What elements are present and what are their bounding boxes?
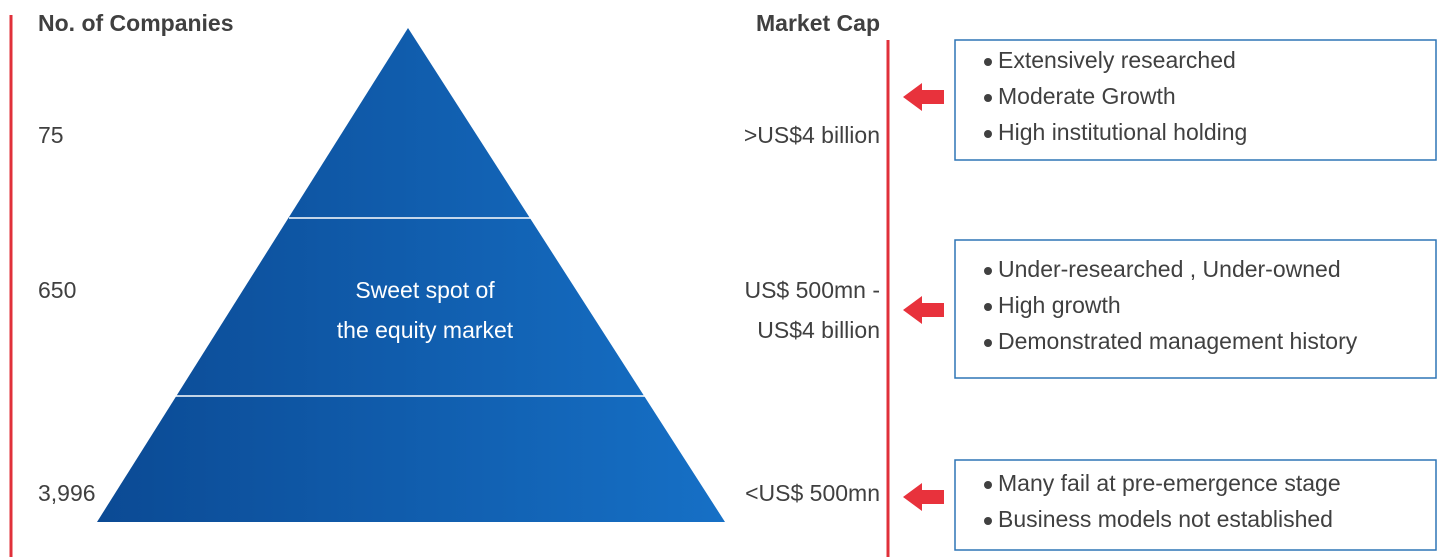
company-count: 3,996 [38, 480, 96, 506]
bullet-text: Extensively researched [998, 47, 1236, 73]
market-cap: <US$ 500mn [745, 480, 880, 506]
bullet-dot [984, 58, 992, 66]
description-box [954, 39, 1437, 161]
header-right: Market Cap [756, 10, 880, 36]
header-left: No. of Companies [38, 10, 234, 36]
pyramid-label: the equity market [337, 317, 514, 343]
market-cap: >US$4 billion [744, 122, 880, 148]
bullet-text: High institutional holding [998, 119, 1247, 145]
pyramid-label: Sweet spot of [355, 277, 495, 303]
bullet-dot [984, 94, 992, 102]
bullet-text: Many fail at pre-emergence stage [998, 470, 1341, 496]
bullet-dot [984, 267, 992, 275]
bullet-text: Moderate Growth [998, 83, 1176, 109]
company-count: 650 [38, 277, 76, 303]
bullet-dot [984, 339, 992, 347]
bullet-dot [984, 303, 992, 311]
arrow [903, 296, 944, 324]
bullet-text: Under-researched , Under-owned [998, 256, 1341, 282]
market-cap: US$4 billion [757, 317, 880, 343]
market-cap: US$ 500mn - [744, 277, 880, 303]
company-count: 75 [38, 122, 64, 148]
bullet-dot [984, 517, 992, 525]
bullet-text: Demonstrated management history [998, 328, 1358, 354]
description-box [954, 239, 1437, 379]
bullet-text: High growth [998, 292, 1121, 318]
bullet-text: Business models not established [998, 506, 1333, 532]
bullet-dot [984, 130, 992, 138]
arrow [903, 83, 944, 111]
pyramid [97, 28, 725, 522]
description-box [954, 459, 1437, 551]
arrow [903, 483, 944, 511]
bullet-dot [984, 481, 992, 489]
